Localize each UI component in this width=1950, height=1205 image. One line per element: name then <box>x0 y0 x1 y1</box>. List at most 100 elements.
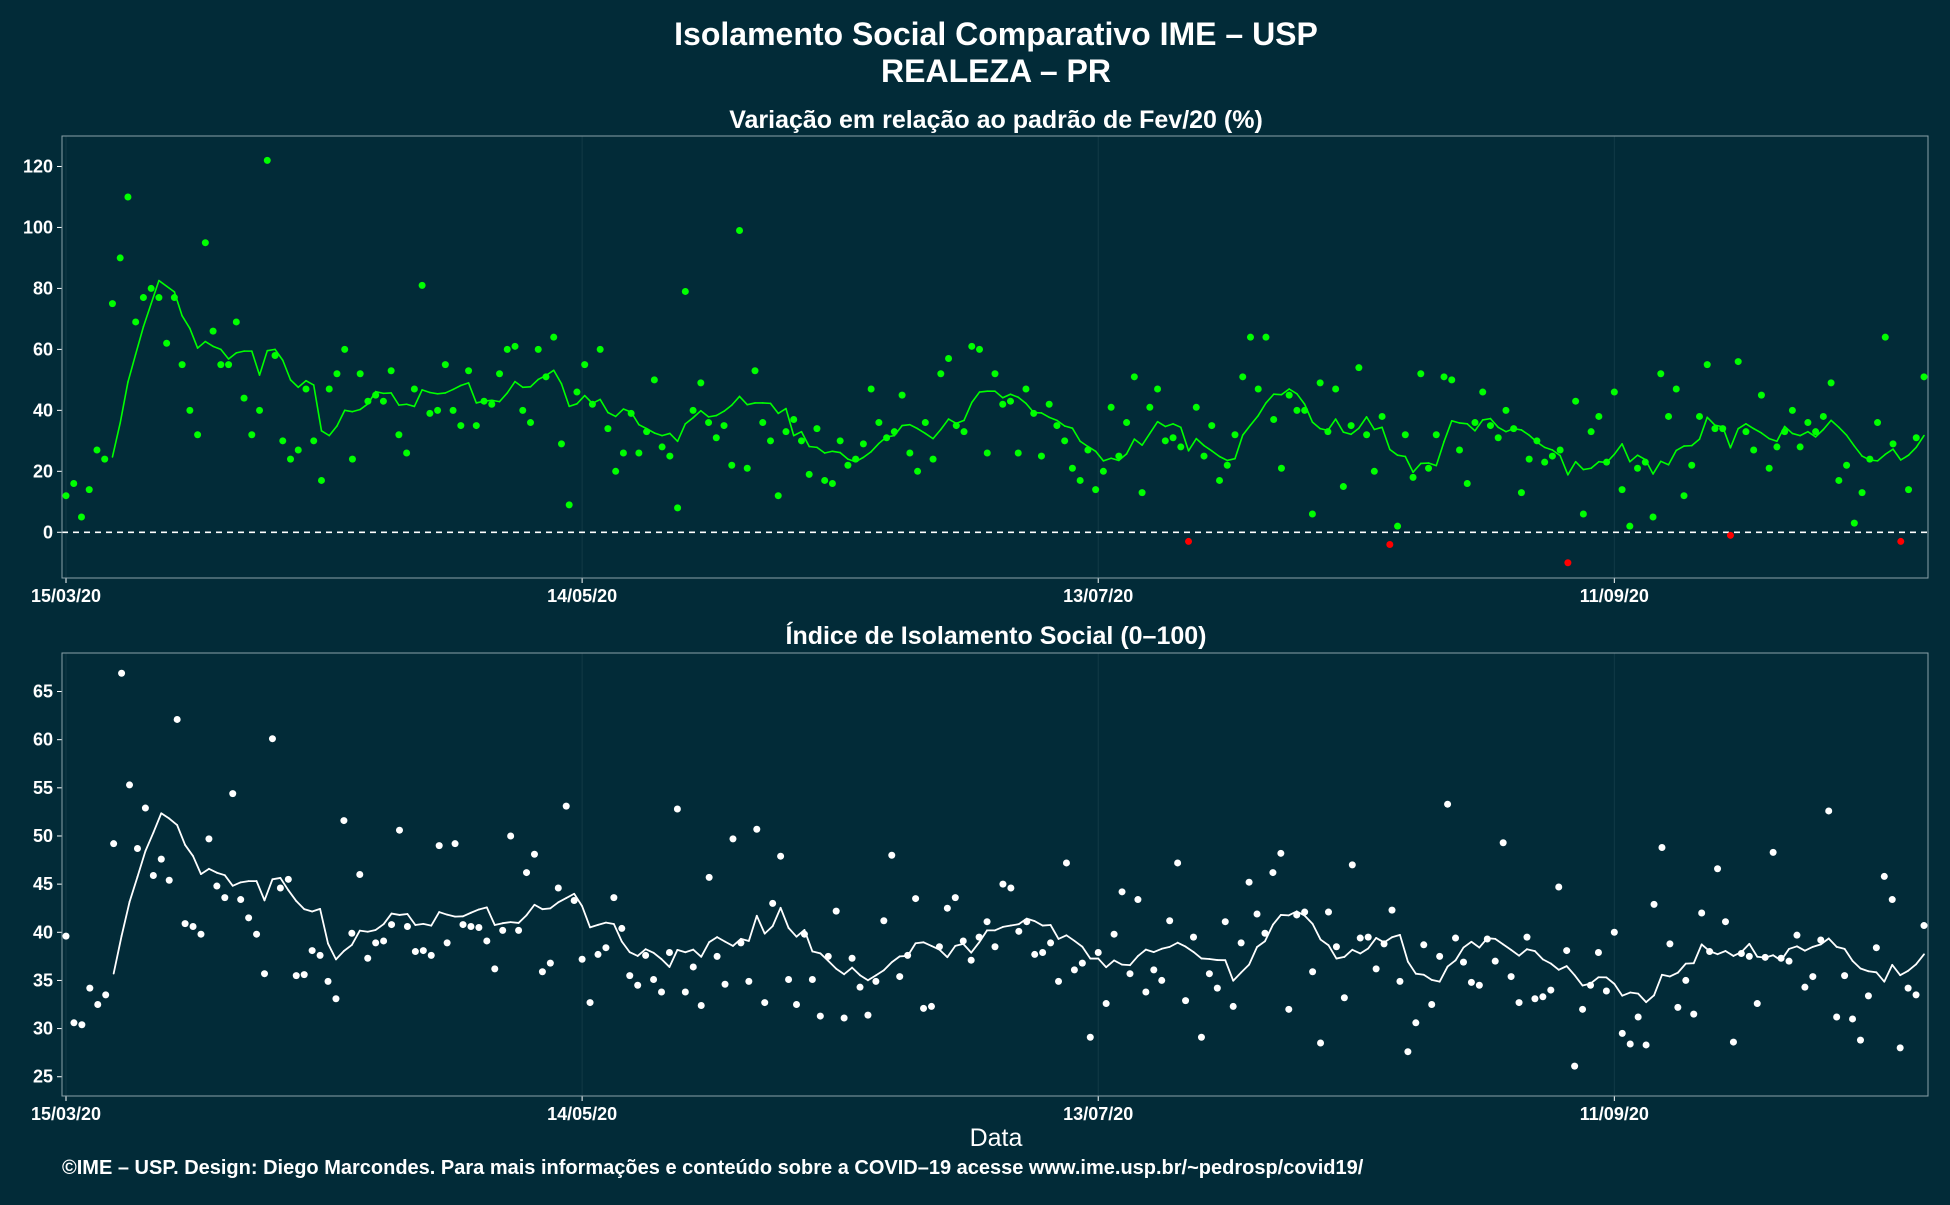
data-point <box>126 781 133 788</box>
trend-line-segment <box>809 446 817 447</box>
data-point <box>150 872 157 879</box>
x-tick-label: 15/03/20 <box>31 1104 101 1124</box>
trend-line-segment <box>995 927 1003 930</box>
trend-line-segment <box>1567 966 1575 975</box>
trend-line-segment <box>924 942 932 946</box>
trend-line-segment <box>153 813 161 832</box>
trend-line-segment <box>1243 425 1251 435</box>
data-point <box>1913 434 1920 441</box>
data-point <box>1746 953 1753 960</box>
data-point <box>697 379 704 386</box>
trend-line-segment <box>1424 975 1432 980</box>
data-point <box>1269 869 1276 876</box>
data-point <box>158 856 165 863</box>
data-point <box>1436 953 1443 960</box>
trend-line-segment <box>1413 463 1421 472</box>
data-point <box>1404 1048 1411 1055</box>
data-point <box>1781 428 1788 435</box>
trend-line-segment <box>1692 439 1700 446</box>
trend-line-segment <box>1847 435 1855 446</box>
data-point <box>1325 909 1332 916</box>
data-point <box>428 952 435 959</box>
y-tick-label: 40 <box>33 400 53 420</box>
trend-line-segment <box>1694 944 1702 963</box>
trend-line-segment <box>1186 947 1194 952</box>
trend-line-segment <box>1098 959 1106 968</box>
trend-line-segment <box>1142 433 1150 445</box>
data-point <box>1379 413 1386 420</box>
trend-line-segment <box>971 942 979 952</box>
trend-line-segment <box>143 304 151 327</box>
trend-line-segment <box>995 391 1003 398</box>
trend-line-segment <box>1630 993 1638 994</box>
trend-line-segment <box>461 383 469 386</box>
trend-line-segment <box>1225 960 1233 980</box>
trend-line-segment <box>159 281 167 287</box>
data-point <box>1657 370 1664 377</box>
data-point <box>1047 939 1054 946</box>
trend-line-segment <box>598 923 606 925</box>
trend-line-segment <box>1746 424 1754 429</box>
trend-line-segment <box>1233 972 1241 980</box>
trend-line-segment <box>1860 968 1868 971</box>
data-point <box>953 422 960 429</box>
trend-line-segment <box>871 443 879 451</box>
trend-line-segment <box>1884 965 1892 982</box>
trend-line-segment <box>717 937 725 942</box>
trend-line-segment <box>1273 915 1281 925</box>
trend-line-segment <box>360 931 368 932</box>
data-point <box>403 450 410 457</box>
data-point <box>241 395 248 402</box>
data-point <box>1704 361 1711 368</box>
data-point <box>1389 907 1396 914</box>
trend-line-segment <box>422 390 430 393</box>
data-point <box>349 456 356 463</box>
y-tick-label: 45 <box>33 874 53 894</box>
data-point <box>547 960 554 967</box>
data-point <box>1417 370 1424 377</box>
data-point <box>761 999 768 1006</box>
data-point <box>1108 404 1115 411</box>
data-point <box>1441 373 1448 380</box>
trend-line-segment <box>1495 939 1503 945</box>
trend-line-segment <box>233 882 241 885</box>
trend-line-segment <box>229 353 237 359</box>
data-point <box>411 386 418 393</box>
trend-line-segment <box>1900 971 1908 975</box>
trend-line-segment <box>527 905 535 915</box>
trend-line-segment <box>453 386 461 390</box>
data-point <box>174 716 181 723</box>
y-tick-label: 100 <box>23 217 53 237</box>
trend-line-segment <box>257 881 265 900</box>
trend-line-segment <box>770 403 778 413</box>
trend-line-segment <box>221 349 229 359</box>
trend-line-segment <box>1885 449 1893 454</box>
trend-line-segment <box>876 970 884 975</box>
data-point <box>690 407 697 414</box>
trend-line-segment <box>1622 993 1630 996</box>
data-point <box>558 440 565 447</box>
data-point <box>1611 929 1618 936</box>
trend-line-segment <box>439 912 447 915</box>
trend-line-segment <box>678 424 686 441</box>
data-point <box>269 735 276 742</box>
data-point <box>920 1005 927 1012</box>
data-point <box>256 407 263 414</box>
trend-line-segment <box>918 429 926 434</box>
data-point <box>618 925 625 932</box>
trend-line-segment <box>1440 967 1448 982</box>
data-point <box>1833 1014 1840 1021</box>
trend-line-segment <box>217 873 225 875</box>
trend-line-segment <box>740 396 748 404</box>
trend-line-segment <box>1204 446 1212 451</box>
data-point <box>473 422 480 429</box>
trend-line-segment <box>1212 451 1220 457</box>
data-point <box>287 456 294 463</box>
data-point <box>566 501 573 508</box>
trend-line-segment <box>670 433 678 441</box>
x-tick-label: 14/05/20 <box>547 1104 617 1124</box>
trend-line-segment <box>344 945 352 951</box>
data-point <box>790 416 797 423</box>
trend-line-segment <box>1266 394 1274 403</box>
trend-line-segment <box>794 432 802 436</box>
